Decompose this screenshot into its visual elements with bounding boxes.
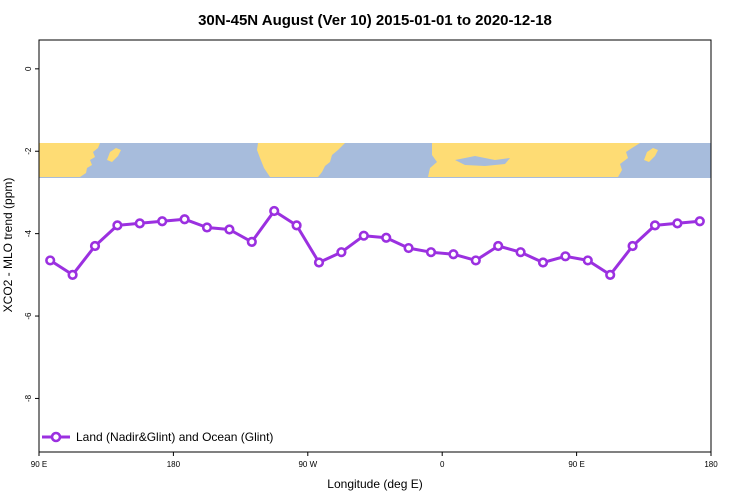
data-point bbox=[605, 269, 616, 280]
x-tick-label: 90 E bbox=[568, 460, 584, 469]
x-axis-label: Longitude (deg E) bbox=[327, 477, 422, 491]
data-point bbox=[67, 269, 78, 280]
data-point bbox=[112, 220, 123, 231]
data-point bbox=[537, 257, 549, 268]
y-axis-label: XCO2 - MLO trend (ppm) bbox=[1, 178, 15, 313]
x-tick-label: 180 bbox=[167, 460, 181, 469]
data-point bbox=[381, 232, 392, 243]
data-point bbox=[157, 216, 168, 227]
data-point bbox=[493, 240, 504, 252]
data-point bbox=[224, 224, 235, 235]
data-point bbox=[694, 216, 705, 227]
data-point bbox=[89, 240, 101, 252]
data-point bbox=[179, 214, 190, 225]
y-tick-label: -4 bbox=[24, 230, 33, 238]
data-point bbox=[246, 236, 257, 247]
y-tick-label: 0 bbox=[24, 66, 33, 71]
data-point bbox=[649, 220, 661, 231]
axes: 0 -2 -4 -6 -8 90 E 180 90 W 0 90 E 180 bbox=[24, 39, 718, 469]
world-map-band bbox=[39, 143, 711, 179]
legend-marker bbox=[50, 431, 62, 443]
map-land-japan-right bbox=[644, 148, 658, 162]
legend-label: Land (Nadir&Glint) and Ocean (Glint) bbox=[76, 430, 273, 444]
x-tick-label: 90 W bbox=[298, 460, 317, 469]
data-point bbox=[425, 247, 437, 258]
data-point bbox=[313, 257, 325, 268]
data-point bbox=[269, 205, 280, 217]
data-point bbox=[358, 230, 369, 241]
legend: Land (Nadir&Glint) and Ocean (Glint) bbox=[42, 430, 273, 444]
chart-title: 30N-45N August (Ver 10) 2015-01-01 to 20… bbox=[198, 12, 552, 29]
data-point bbox=[134, 218, 145, 229]
data-point bbox=[582, 255, 593, 266]
data-point bbox=[201, 222, 213, 233]
data-point bbox=[627, 240, 638, 252]
series-layer bbox=[45, 205, 705, 280]
data-point bbox=[672, 218, 683, 229]
map-land-japan-left bbox=[107, 148, 121, 162]
map-land-eurasia bbox=[428, 143, 640, 177]
map-land-north-america bbox=[257, 143, 345, 177]
y-tick-label: -2 bbox=[24, 147, 33, 155]
data-point bbox=[291, 220, 302, 231]
map-land-asia-left bbox=[39, 143, 100, 177]
x-tick-label: 90 E bbox=[31, 460, 47, 469]
plot-frame bbox=[38, 39, 712, 453]
data-point bbox=[448, 249, 459, 260]
y-tick-label: -6 bbox=[24, 312, 33, 320]
map-land-mediterranean bbox=[455, 156, 510, 166]
data-point bbox=[336, 247, 347, 258]
x-tick-label: 0 bbox=[440, 460, 445, 469]
x-tick-label: 180 bbox=[704, 460, 718, 469]
data-point bbox=[403, 242, 414, 254]
data-point bbox=[515, 247, 526, 258]
data-point bbox=[560, 251, 571, 262]
series-line bbox=[49, 209, 700, 277]
data-point bbox=[45, 255, 56, 266]
data-point bbox=[470, 255, 481, 266]
y-tick-label: -8 bbox=[24, 394, 33, 402]
